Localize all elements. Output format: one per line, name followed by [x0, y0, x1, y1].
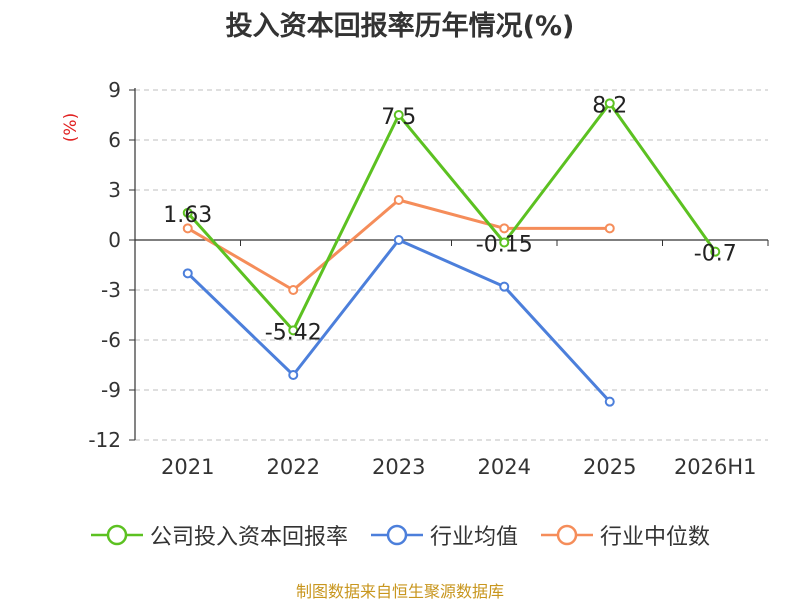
legend: 公司投入资本回报率 行业均值 行业中位数: [0, 519, 800, 551]
source-note: 制图数据来自恒生聚源数据库: [295, 582, 504, 601]
x-tick-label: 2025: [583, 455, 636, 479]
data-label: -0.15: [476, 233, 533, 258]
gridlines: [135, 89, 768, 441]
legend-swatch: [541, 524, 593, 546]
data-label: -0.7: [694, 242, 737, 267]
data-label: 7.5: [381, 105, 416, 130]
y-tick-label: -12: [88, 428, 121, 452]
legend-item[interactable]: 行业均值: [370, 519, 518, 551]
y-tick-label: -6: [101, 328, 121, 352]
data-point-1: [288, 370, 299, 380]
y-tick-label: -9: [101, 378, 121, 402]
data-point-0: [182, 207, 193, 218]
legend-swatch-marker: [106, 524, 128, 546]
y-axis-label: (%): [61, 113, 81, 142]
data-point-2: [499, 223, 510, 234]
legend-item[interactable]: 公司投入资本回报率: [90, 519, 348, 551]
axes: 9 6 3 0 -3 -6 -9 -12 2021 2022 2023 2024 2025 2026H1: [88, 78, 769, 479]
x-tick-label: 2026H1: [674, 455, 757, 479]
y-tick-label: 9: [108, 78, 121, 102]
x-tick-label: 2021: [161, 455, 214, 479]
legend-item[interactable]: 行业中位数: [540, 519, 710, 551]
data-point-2: [393, 195, 404, 205]
data-point-2: [182, 223, 193, 234]
data-labels: 1.63 -5.42 7.5 -0.15 8.2 -0.7: [163, 93, 736, 345]
legend-swatch: [90, 524, 143, 546]
data-point-0: [288, 325, 299, 336]
legend-label: 公司投入资本回报率: [149, 525, 348, 550]
chart-title: 投入资本回报率历年情况(%): [225, 11, 575, 42]
data-point-1: [499, 281, 510, 292]
legend-swatch-marker: [556, 524, 578, 546]
y-tick-label: -3: [101, 278, 121, 302]
data-label: 1.63: [163, 203, 212, 228]
data-label: 8.2: [592, 93, 627, 118]
data-point-0: [604, 98, 615, 109]
data-point-0: [710, 246, 721, 257]
x-tick-label: 2023: [372, 455, 425, 479]
data-label: -5.42: [265, 320, 322, 345]
series-lines: [182, 98, 721, 407]
data-point-0: [499, 237, 510, 248]
data-point-2: [604, 223, 615, 234]
x-tick-label: 2024: [478, 455, 531, 479]
legend-swatch: [370, 524, 423, 546]
data-point-1: [604, 396, 615, 407]
legend-label: 行业均值: [429, 525, 518, 550]
data-point-2: [288, 285, 299, 295]
legend-swatch-marker: [386, 524, 408, 546]
series-line-0: [186, 101, 717, 332]
y-tick-label: 3: [108, 178, 121, 202]
data-point-0: [393, 110, 404, 120]
x-tick-label: 2022: [267, 455, 320, 479]
legend-label: 行业中位数: [600, 525, 711, 550]
data-point-1: [393, 235, 404, 245]
y-tick-label: 6: [108, 128, 121, 152]
y-tick-label: 0: [108, 228, 121, 252]
data-point-1: [182, 268, 193, 279]
